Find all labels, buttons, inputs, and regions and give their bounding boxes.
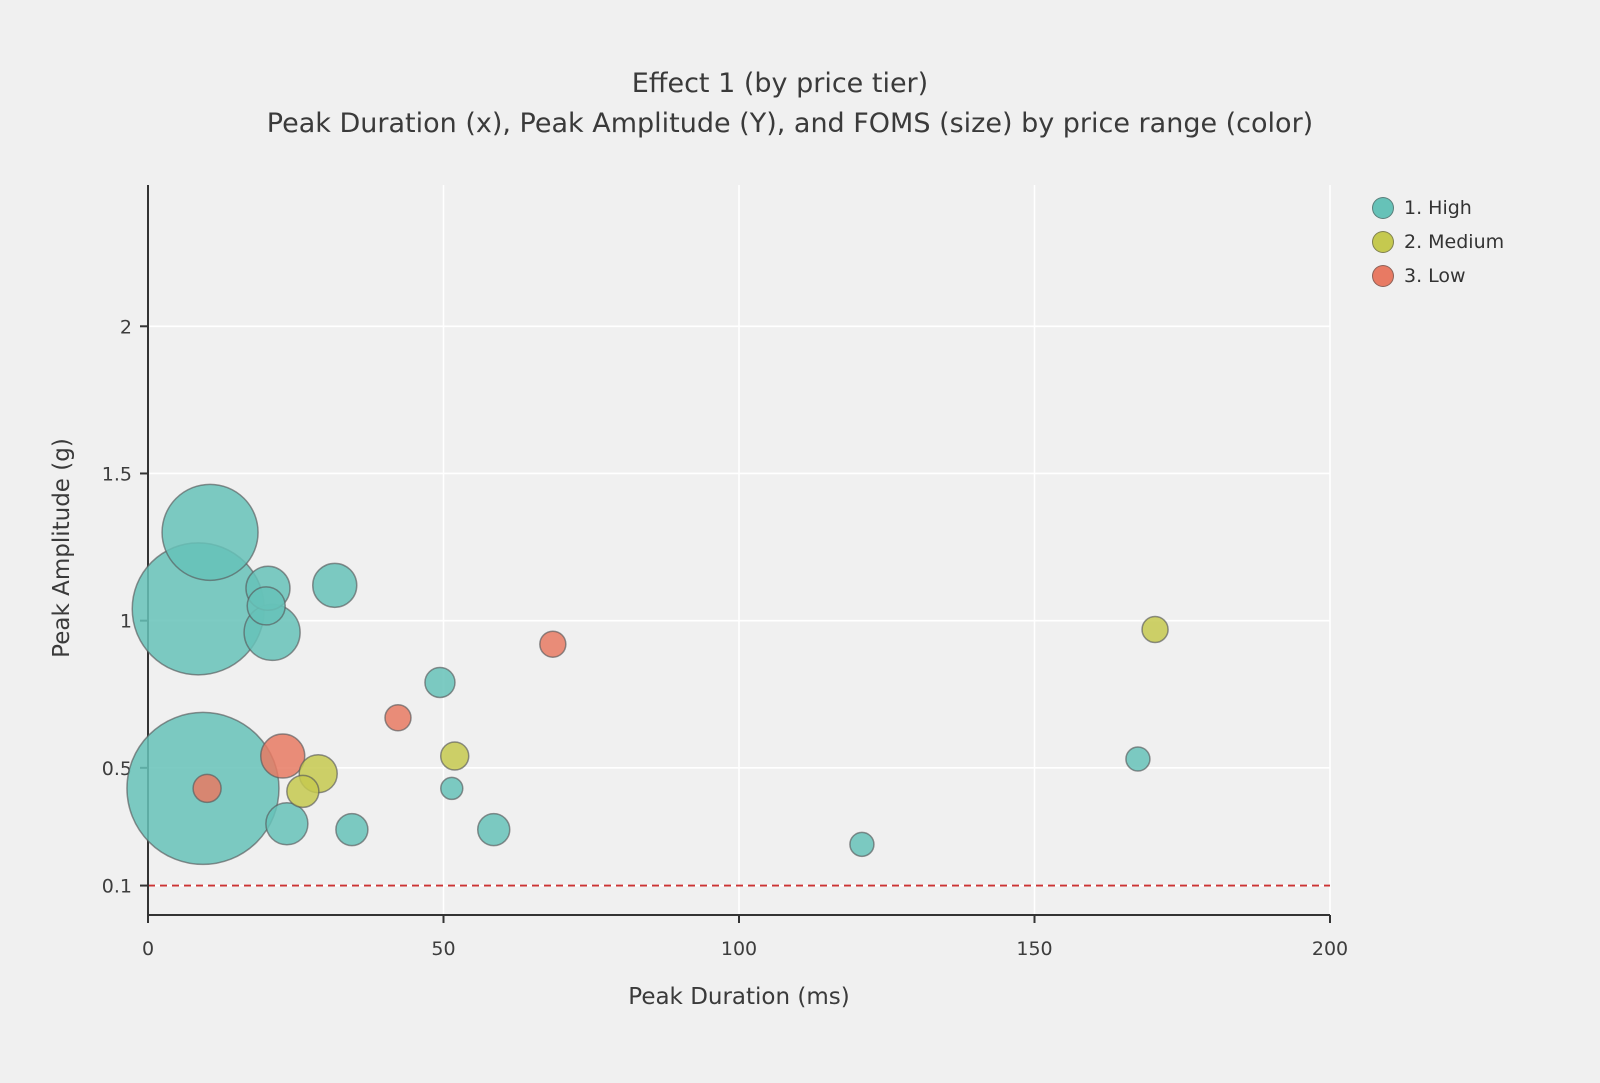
legend-item-1: 1. High — [1372, 197, 1504, 219]
bubble — [439, 741, 470, 771]
legend-swatch-icon — [1372, 265, 1394, 287]
legend-item-3: 3. Low — [1372, 265, 1504, 287]
bubble — [440, 776, 464, 801]
legend-swatch-icon — [1372, 231, 1394, 253]
legend: 1. High 2. Medium 3. Low — [1372, 197, 1504, 299]
y-tick-label: 1.5 — [102, 463, 132, 485]
bubble — [312, 562, 358, 609]
x-axis-label: Peak Duration (ms) — [628, 984, 850, 1010]
legend-item-2: 2. Medium — [1372, 231, 1504, 253]
bubble — [246, 586, 286, 626]
bubble — [384, 704, 412, 732]
x-tick-label: 0 — [142, 938, 154, 960]
legend-swatch-icon — [1372, 197, 1394, 219]
bubble — [265, 802, 309, 846]
y-axis-label: Peak Amplitude (g) — [49, 438, 75, 658]
bubble — [161, 483, 259, 582]
y-tick-label: 0.5 — [102, 758, 132, 780]
bubble — [286, 774, 320, 809]
bubble — [476, 812, 511, 847]
bubble — [424, 666, 456, 699]
y-tick-label: 2 — [120, 316, 132, 338]
x-tick-label: 150 — [1016, 938, 1052, 960]
bubble — [335, 812, 369, 847]
y-tick-label: 1 — [120, 611, 132, 633]
legend-label: 3. Low — [1404, 265, 1466, 287]
bubble — [1141, 615, 1169, 644]
bubble — [849, 831, 875, 858]
bubble — [259, 733, 306, 779]
y-tick-label: 0.1 — [102, 876, 132, 898]
bubble — [192, 773, 222, 804]
x-tick-label: 200 — [1312, 938, 1348, 960]
legend-label: 2. Medium — [1404, 231, 1505, 253]
chart-subtitle: Peak Duration (x), Peak Amplitude (Y), a… — [266, 108, 1314, 139]
x-tick-label: 100 — [721, 938, 757, 960]
chart-title: Effect 1 (by price tier) — [631, 68, 929, 99]
legend-label: 1. High — [1404, 197, 1472, 219]
x-tick-label: 50 — [431, 938, 455, 960]
bubble — [539, 630, 567, 658]
bubble — [1125, 746, 1151, 772]
